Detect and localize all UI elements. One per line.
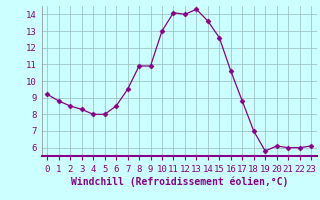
X-axis label: Windchill (Refroidissement éolien,°C): Windchill (Refroidissement éolien,°C)	[70, 177, 288, 187]
